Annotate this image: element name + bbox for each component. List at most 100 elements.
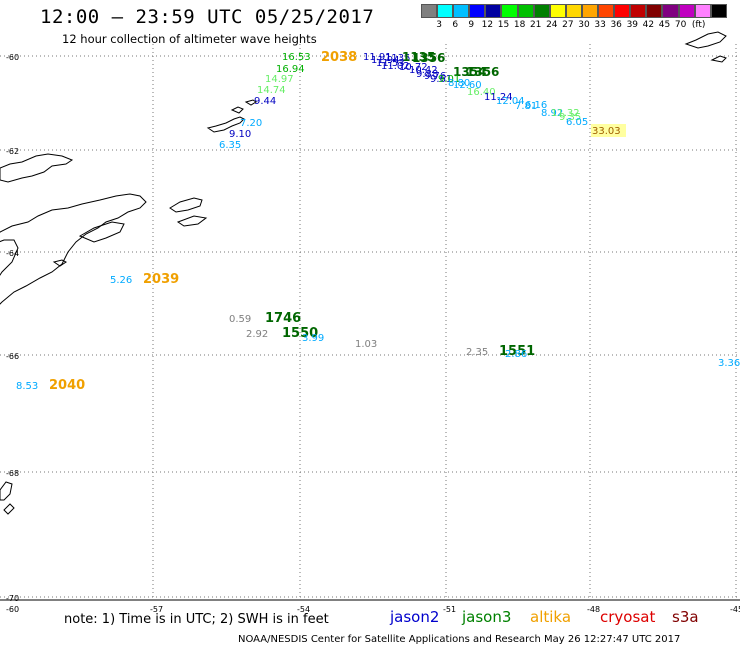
- wave-height-label: 3.36: [718, 358, 740, 369]
- latitude-label: -68: [6, 469, 19, 478]
- latitude-label: -64: [6, 249, 19, 258]
- color-swatch: [598, 4, 615, 18]
- coastline-peninsula: [0, 153, 74, 183]
- color-swatch: [630, 4, 647, 18]
- color-swatch: [581, 4, 599, 18]
- color-legend-label: 6: [452, 20, 459, 30]
- observation-highlight: [591, 124, 626, 137]
- latitude-label: -70: [6, 594, 19, 603]
- map-title: 12:00 – 23:59 UTC 05/25/2017: [40, 6, 375, 28]
- color-swatch: [501, 4, 518, 18]
- footer-note: note: 1) Time is in UTC; 2) SWH is in fe…: [64, 612, 329, 627]
- color-legend-bar: [421, 4, 727, 18]
- wave-height-label: 11.53: [376, 58, 405, 69]
- color-legend-unit: (ft): [691, 20, 706, 30]
- pass-time-label: 2038: [321, 50, 357, 65]
- wave-height-label: 16.94: [276, 64, 305, 75]
- coastline-sunderland: [0, 481, 13, 501]
- satellite-legend-item: jason3: [462, 608, 512, 626]
- graticule: -60 -62 -64 -66 -68 -70 -57 -54 -51 -48 -45 -60: [0, 44, 740, 614]
- color-swatch: [694, 4, 711, 18]
- wave-height-label: 6.35: [219, 140, 241, 151]
- wave-height-label: 12.60: [453, 80, 482, 91]
- coastline-island-2: [244, 99, 257, 106]
- wave-height-label: 16.53: [282, 52, 311, 63]
- wave-height-label: 5.26: [110, 275, 132, 286]
- color-legend-label: 18: [513, 20, 526, 30]
- latitude-label: -60: [6, 53, 19, 62]
- longitude-label: -45: [730, 605, 740, 614]
- color-legend-label: 9: [468, 20, 475, 30]
- wave-height-label: 0.59: [229, 314, 251, 325]
- pass-time-label: 1356: [466, 65, 499, 79]
- wave-height-label: 9.35: [559, 112, 581, 123]
- wave-height-label: 6.05: [566, 117, 588, 128]
- color-swatch: [646, 4, 663, 18]
- color-legend-label: 15: [497, 20, 510, 30]
- color-swatch: [614, 4, 631, 18]
- wave-height-label: 8.80: [448, 78, 470, 89]
- wave-height-label: 11.32: [551, 108, 580, 119]
- wave-height-label: 2.86: [505, 349, 527, 360]
- wave-height-label: 2.92: [246, 329, 268, 340]
- wave-height-label: 11.91: [363, 52, 392, 63]
- color-swatch: [469, 4, 486, 18]
- coastline-mainland: [0, 193, 147, 305]
- satellite-legend-item: altika: [530, 608, 572, 626]
- footer-credit: NOAA/NESDIS Center for Satellite Applica…: [238, 634, 681, 645]
- wave-height-label: 12.04: [496, 96, 525, 107]
- color-swatch: [549, 4, 566, 18]
- longitude-label: -51: [443, 605, 456, 614]
- latitude-label: -62: [6, 147, 19, 156]
- pass-time-label: 1356: [412, 51, 445, 65]
- color-legend-label: 33: [594, 20, 606, 30]
- wave-height-label: 9.10: [229, 129, 251, 140]
- pass-time-label: 2040: [49, 378, 85, 393]
- wave-height-label: 11.02: [381, 61, 410, 72]
- color-legend-label: 36: [610, 20, 622, 30]
- wave-height-label: 16.40: [467, 87, 496, 98]
- corner-longitude-label: -60: [6, 605, 19, 614]
- coastline-south-orkney: [684, 31, 727, 49]
- wave-height-label: 14.97: [265, 74, 294, 85]
- pass-time-label: 1551: [499, 344, 535, 359]
- wave-height-label: 7.20: [240, 118, 262, 129]
- color-legend-label: 70: [674, 20, 687, 30]
- coastline-snow-hill: [169, 197, 203, 213]
- color-legend-label: 39: [626, 20, 639, 30]
- color-swatch: [485, 4, 502, 18]
- wave-height-label: 10.42: [409, 65, 438, 76]
- coastline-sunderland-2: [3, 503, 15, 515]
- satellite-legend-item: jason2: [390, 608, 440, 626]
- color-swatch: [533, 4, 550, 18]
- longitude-label: -48: [587, 605, 600, 614]
- pass-time-label: 1746: [265, 311, 301, 326]
- longitude-label: -57: [150, 605, 163, 614]
- wave-height-label: 7.81: [515, 101, 537, 112]
- coastline-south-orkney-2: [710, 55, 727, 63]
- color-legend-label: 12: [481, 20, 494, 30]
- coastline-islands-north: [206, 116, 245, 133]
- latitude-label: -66: [6, 352, 19, 361]
- pass-time-label: 1135: [402, 50, 435, 64]
- satellite-legend-item: s3a: [672, 608, 699, 626]
- wave-height-label: 6.16: [525, 100, 547, 111]
- wave-height-label: 10.72: [399, 62, 428, 73]
- color-swatch: [678, 4, 695, 18]
- coastline-james-ross: [78, 221, 125, 243]
- color-swatch: [565, 4, 582, 18]
- wave-height-label: 8.92: [541, 108, 563, 119]
- color-legend-label: 30: [578, 20, 590, 30]
- wave-height-label: 1.03: [355, 339, 377, 350]
- coastline-joinville: [176, 215, 208, 227]
- wave-height-label: 1135: [385, 53, 410, 64]
- color-legend-labels: 3 6 9 12 15 18 21 24 27 30 33 36 39 42 45 70 (ft): [421, 20, 740, 34]
- color-legend-label: 3: [436, 20, 442, 30]
- longitude-label: -54: [297, 605, 310, 614]
- color-swatch: [421, 4, 438, 18]
- color-legend-label: 21: [529, 20, 542, 30]
- wave-height-label: 9.76: [424, 71, 446, 82]
- coastline-islet-3: [52, 259, 67, 267]
- wave-height-label: 9.88: [416, 69, 438, 80]
